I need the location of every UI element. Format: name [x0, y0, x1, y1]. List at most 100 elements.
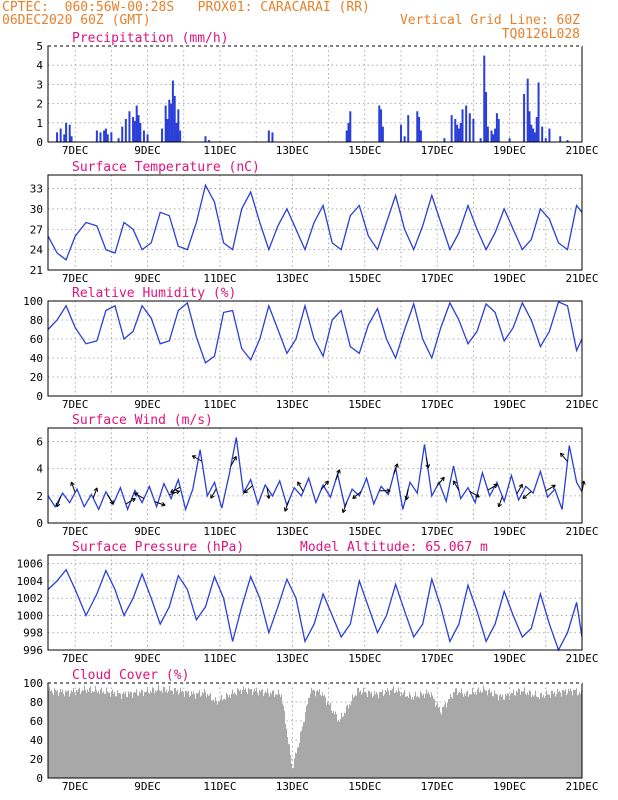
- wind-arrow: [55, 496, 62, 508]
- cloud-bar: [138, 695, 140, 778]
- precip-bar: [526, 78, 529, 142]
- cloud-bar: [119, 693, 121, 778]
- cloud-bar: [420, 691, 422, 778]
- cloud-bar: [490, 692, 492, 778]
- precip-bar: [443, 138, 446, 142]
- y-tick-label: 5: [36, 40, 43, 53]
- precip-bar: [472, 118, 475, 142]
- precip-bar: [208, 140, 211, 142]
- cloud-bar: [507, 693, 509, 778]
- cloud-bar: [85, 690, 87, 778]
- x-tick-label: 19DEC: [493, 144, 526, 157]
- cloud-bar: [107, 691, 109, 778]
- cloud-bar: [422, 695, 424, 778]
- cloud-bar: [393, 686, 395, 778]
- cloud-bar: [531, 697, 533, 778]
- cloud-bar: [500, 694, 502, 778]
- x-tick-label: 9DEC: [134, 525, 161, 538]
- cloud-bar: [313, 689, 315, 778]
- cloud-bar: [509, 699, 511, 778]
- cloud-bar: [267, 688, 269, 778]
- cloud-bar: [533, 696, 535, 778]
- precip-bar: [485, 92, 488, 142]
- precip-bar: [110, 132, 113, 142]
- cloud-bar: [519, 689, 521, 778]
- x-tick-label: 13DEC: [276, 144, 309, 157]
- cloud-bar: [98, 691, 100, 778]
- cloud-bar: [285, 723, 287, 778]
- y-tick-label: 27: [30, 223, 43, 236]
- cloud-bar: [268, 693, 270, 778]
- cloud-bar: [465, 695, 467, 778]
- cloud-bar: [297, 747, 299, 778]
- precip-bar: [456, 124, 459, 142]
- wind-arrow: [154, 501, 166, 507]
- cloud-bar: [239, 690, 241, 778]
- cloud-bar: [436, 704, 438, 778]
- cloud-bar: [95, 686, 97, 778]
- cloud-bar: [222, 700, 224, 778]
- precip-bar: [483, 55, 486, 142]
- cloud-bar: [90, 686, 92, 778]
- cloud-bar: [122, 693, 124, 778]
- cloud-bar: [366, 693, 368, 778]
- precip-bar: [117, 138, 120, 142]
- precip-bar: [407, 115, 410, 142]
- cloud-bar: [73, 688, 75, 778]
- cloud-bar: [142, 690, 144, 778]
- precip-bar: [175, 122, 178, 142]
- cloud-bar: [457, 695, 459, 778]
- cloud-bar: [414, 695, 416, 778]
- cloud-bar: [467, 690, 469, 778]
- cloud-bar: [437, 702, 439, 778]
- precip-bar: [177, 109, 180, 142]
- cloud-bar: [82, 690, 84, 778]
- cloud-bar: [543, 695, 545, 778]
- cloud-bar: [173, 694, 175, 778]
- cloud-bar: [258, 695, 260, 778]
- cloud-bar: [121, 698, 123, 778]
- cloud-bar: [513, 689, 515, 778]
- cloud-bar: [325, 697, 327, 778]
- cloud-bar: [574, 690, 576, 778]
- cloud-bar: [136, 689, 138, 778]
- cloud-bar: [176, 691, 178, 778]
- precip-bar: [544, 138, 547, 142]
- panel-title: Surface Wind (m/s): [72, 413, 213, 428]
- cloud-bar: [524, 687, 526, 778]
- cloud-bar: [77, 691, 79, 778]
- cloud-bar: [225, 699, 227, 778]
- cloud-bar: [178, 694, 180, 778]
- cloud-bar: [179, 692, 181, 778]
- precip-bar: [450, 115, 453, 142]
- cloud-bar: [57, 690, 59, 778]
- precip-bar: [468, 113, 471, 142]
- cloud-bar: [300, 731, 302, 778]
- cloud-bar: [155, 690, 157, 778]
- y-tick-label: 1004: [17, 575, 44, 588]
- cloud-bar: [71, 690, 73, 778]
- cloud-bar: [340, 719, 342, 778]
- cloud-bar: [246, 691, 248, 778]
- cloud-bar: [324, 694, 326, 778]
- cloud-bar: [76, 690, 78, 778]
- cloud-bar: [64, 696, 66, 778]
- cloud-bar: [392, 688, 394, 778]
- cloud-bar: [193, 691, 195, 778]
- y-tick-label: 1000: [17, 609, 44, 622]
- cloud-bar: [134, 692, 136, 778]
- precip-bar: [380, 109, 383, 142]
- wind-arrow: [170, 486, 181, 494]
- cloud-bar: [329, 704, 331, 778]
- cloud-bar: [444, 704, 446, 778]
- cloud-bar: [207, 694, 209, 778]
- cloud-bar: [369, 690, 371, 778]
- cloud-bar: [128, 691, 130, 778]
- y-tick-label: 80: [30, 314, 43, 327]
- panel-0: 0 1 2 3 4 5 7DEC 9DEC 11DEC 13DEC 15DEC 17DEC 19DEC 2…: [36, 31, 598, 157]
- cloud-bar: [131, 692, 133, 778]
- cloud-bar: [264, 693, 266, 778]
- panel-1: 21 24 27 30 33 7DEC 9DEC 11DEC 13DEC 15DEC 17DEC 19…: [30, 160, 599, 285]
- cloud-bar: [59, 692, 61, 778]
- cloud-bar: [458, 692, 460, 778]
